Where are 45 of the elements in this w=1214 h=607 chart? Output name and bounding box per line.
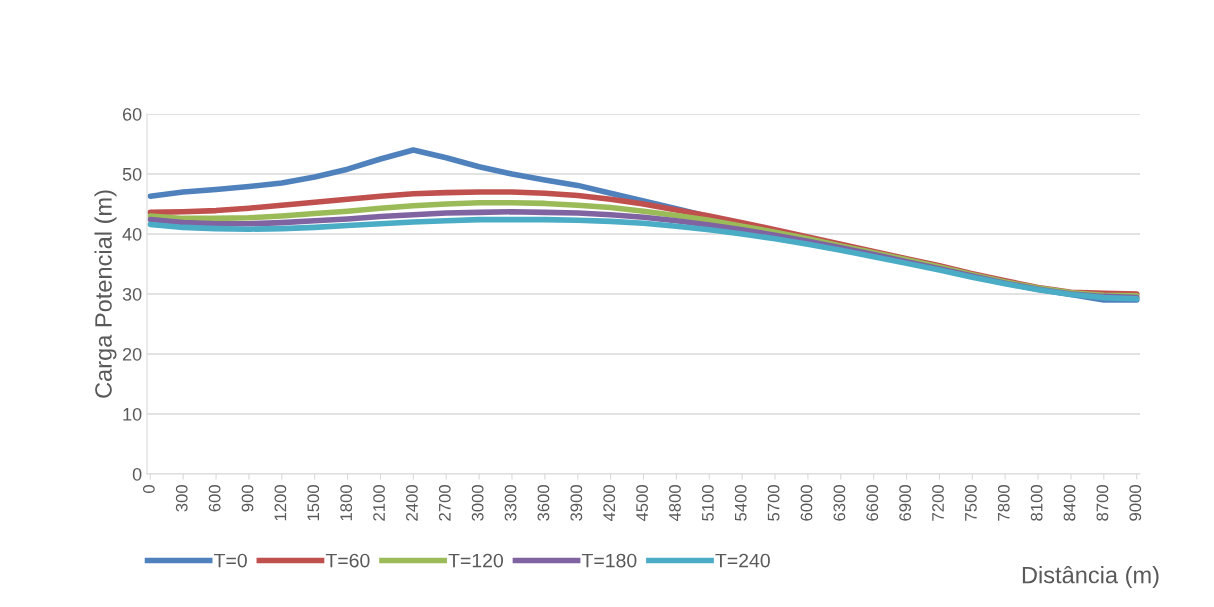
y-tick-label: 10 [123, 407, 142, 421]
x-tick-label: 6000 [800, 485, 813, 521]
y-tick-label: 60 [122, 107, 142, 121]
x-axis-title: Distância (m) [1022, 565, 1159, 589]
x-tick-label: 6900 [899, 485, 912, 521]
legend-label: T=180 [581, 553, 637, 568]
y-tick-label: 20 [122, 347, 142, 361]
x-tick-label: 9000 [1129, 485, 1142, 521]
x-tick-label: 0 [142, 485, 155, 494]
x-tick-label: 5700 [767, 485, 780, 521]
legend-label: T=240 [715, 553, 770, 568]
x-tick-label: 7800 [997, 485, 1010, 521]
x-tick-label: 6600 [866, 485, 879, 521]
x-tick-label: 1200 [274, 485, 287, 521]
y-axis-title: Carga Potencial (m) [94, 190, 117, 398]
x-tick-label: 7500 [964, 485, 977, 521]
x-tick-label: 8100 [1030, 485, 1043, 521]
x-tick-label: 300 [175, 485, 188, 512]
x-tick-label: 1800 [340, 485, 353, 521]
x-tick-label: 900 [241, 485, 254, 512]
y-tick-label: 0 [132, 467, 142, 481]
x-tick-label: 8700 [1096, 485, 1109, 521]
x-tick-label: 1500 [307, 485, 320, 521]
legend-label: T=60 [325, 553, 370, 568]
legend-label: T=120 [448, 553, 503, 568]
x-tick-label: 4200 [603, 485, 616, 522]
x-tick-label: 5100 [701, 485, 714, 521]
x-tick-label: 6300 [833, 485, 846, 521]
x-tick-label: 3300 [504, 485, 517, 521]
y-tick-label: 40 [122, 227, 142, 241]
x-tick-label: 4800 [669, 485, 681, 522]
x-tick-label: 2700 [438, 485, 451, 521]
x-tick-label: 3600 [537, 485, 550, 521]
y-tick-label: 50 [122, 167, 142, 181]
x-tick-label: 3900 [570, 485, 583, 521]
y-tick-label: 30 [122, 287, 142, 301]
x-tick-label: 600 [208, 485, 221, 512]
x-tick-label: 5400 [734, 485, 747, 521]
x-tick-label: 4500 [636, 485, 648, 522]
x-tick-label: 7200 [932, 485, 944, 521]
x-tick-label: 8400 [1063, 485, 1076, 521]
x-tick-label: 2100 [373, 485, 385, 521]
x-tick-label: 3000 [471, 485, 484, 521]
legend-label: T=0 [214, 553, 247, 568]
x-tick-label: 2400 [406, 485, 418, 521]
